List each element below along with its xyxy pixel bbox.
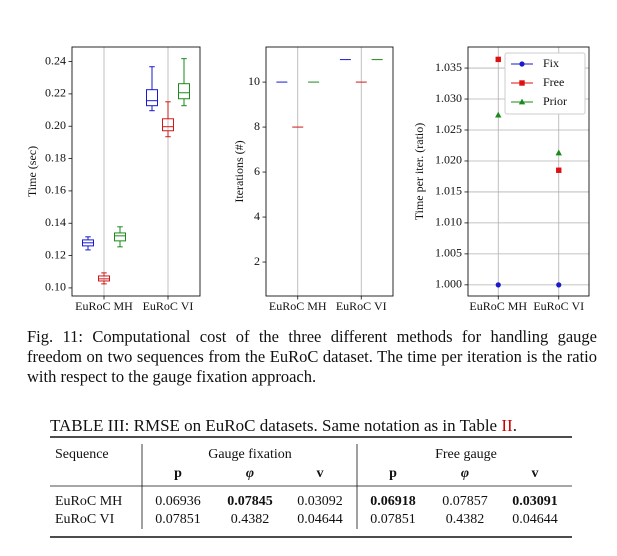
plot-frame: [71, 46, 201, 297]
y-tick-label: 0.24: [45, 53, 66, 67]
marker: [495, 56, 501, 63]
y-tick-label: 0.22: [45, 86, 66, 100]
column-header: v: [532, 466, 539, 481]
table-cell: 0.04644: [512, 512, 558, 527]
y-tick-label: 0.18: [45, 150, 66, 164]
table-cell: 0.04644: [297, 512, 343, 527]
table-cell: 0.06918: [370, 494, 416, 509]
legend-label: Prior: [543, 94, 567, 108]
box: [162, 118, 174, 132]
table-cell: 0.4382: [231, 512, 270, 527]
x-tick-label: EuRoC VI: [143, 299, 194, 313]
x-tick-label: EuRoC VI: [336, 299, 387, 313]
y-tick-label: 1.010: [435, 215, 462, 229]
box: [114, 232, 126, 242]
y-tick-label: 0.16: [45, 183, 66, 197]
y-tick-label: 1.005: [435, 246, 462, 260]
x-tick-label: EuRoC VI: [533, 299, 584, 313]
column-header: φ: [461, 466, 469, 481]
column-header: φ: [246, 466, 254, 481]
box: [178, 83, 190, 100]
table-cell: EuRoC MH: [55, 494, 122, 509]
table-cell: 0.07845: [227, 494, 273, 509]
table-cell: 0.03092: [297, 494, 343, 509]
y-tick-label: 2: [254, 254, 260, 268]
marker: [555, 149, 562, 156]
y-tick-label: 0.10: [45, 280, 66, 294]
title-part: II: [501, 416, 513, 435]
table-title: TABLE III: RMSE on EuRoC datasets. Same …: [50, 416, 517, 435]
y-tick-label: 0.20: [45, 118, 66, 132]
marker: [556, 167, 562, 173]
y-tick-label: 10: [248, 74, 260, 88]
y-axis-label: Time per iter. (ratio): [412, 123, 426, 221]
x-tick-label: EuRoC MH: [269, 299, 327, 313]
y-tick-label: 1.025: [435, 122, 462, 136]
table-cell: EuRoC VI: [55, 512, 115, 527]
y-tick-label: 1.035: [435, 60, 462, 74]
table-cell: 0.07851: [370, 512, 416, 527]
y-tick-label: 4: [254, 209, 260, 223]
table-cell: 0.07851: [155, 512, 201, 527]
group-header: Gauge fixation: [208, 447, 292, 462]
table-cell: 0.06936: [155, 494, 201, 509]
y-tick-label: 1.020: [435, 153, 462, 167]
table-cell: 0.03091: [512, 494, 558, 509]
column-header: Sequence: [55, 447, 109, 462]
marker: [518, 98, 526, 105]
x-tick-label: EuRoC MH: [75, 299, 133, 313]
plot-frame: [265, 46, 394, 297]
table-cell: 0.07857: [442, 494, 488, 509]
column-header: p: [389, 466, 397, 481]
legend-box: [504, 52, 586, 115]
column-header: p: [174, 466, 182, 481]
marker: [519, 80, 525, 86]
y-tick-label: 1.030: [435, 91, 462, 105]
box: [146, 89, 158, 107]
marker: [495, 282, 501, 288]
y-tick-label: 1.000: [435, 277, 462, 291]
y-tick-label: 1.015: [435, 184, 462, 198]
figure-caption: Fig. 11: Computational cost of the three…: [27, 327, 597, 386]
column-header: v: [317, 466, 324, 481]
y-axis-label: Time (sec): [25, 146, 39, 197]
x-tick-label: EuRoC MH: [469, 299, 527, 313]
y-axis-label: Iterations (#): [232, 140, 246, 202]
legend-label: Fix: [543, 56, 559, 70]
marker: [495, 111, 502, 118]
plot-frame: [467, 46, 590, 297]
group-header: Free gauge: [435, 447, 497, 462]
legend-label: Free: [543, 75, 564, 89]
title-part: .: [513, 416, 517, 435]
y-tick-label: 6: [254, 164, 260, 178]
y-tick-label: 0.14: [45, 215, 66, 229]
y-tick-label: 0.12: [45, 247, 66, 261]
y-tick-label: 8: [254, 119, 260, 133]
marker: [519, 61, 525, 67]
title-part: TABLE III: RMSE on EuRoC datasets. Same …: [50, 416, 501, 435]
marker: [556, 282, 562, 288]
table-cell: 0.4382: [446, 512, 485, 527]
